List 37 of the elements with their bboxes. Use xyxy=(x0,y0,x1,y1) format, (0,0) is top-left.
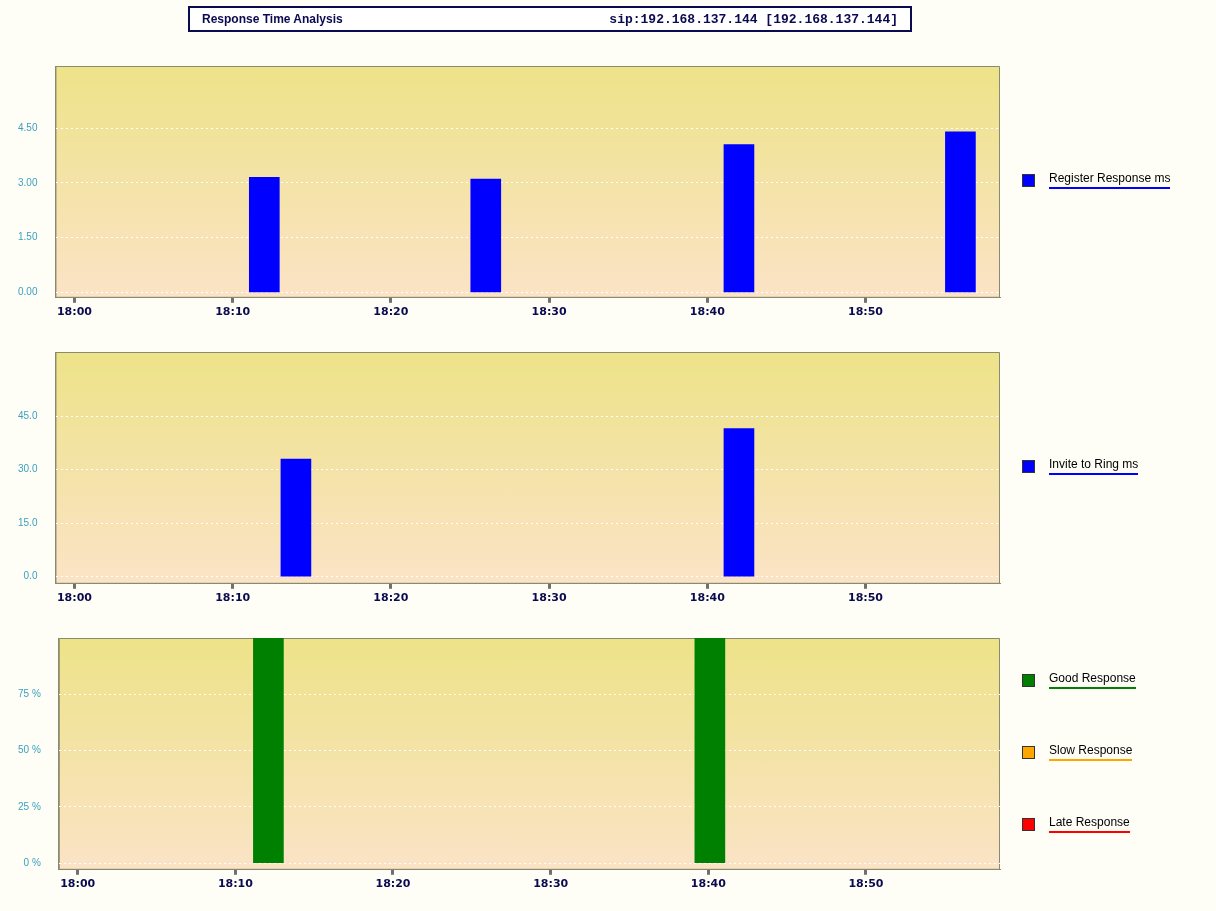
y-tick-label: 30.0 xyxy=(17,463,38,475)
text: Invite to Ring ms xyxy=(1049,457,1139,475)
y-tick-label: 0.0 xyxy=(23,570,38,582)
chart-subtitle: sip:192.168.137.144 [192.168.137.144] xyxy=(609,11,898,27)
y-tick-label: 15.0 xyxy=(17,516,38,528)
x-tick-label: 18:30 xyxy=(531,305,567,319)
x-tick-label: 18:50 xyxy=(848,877,884,891)
y-tick-label: 0 % xyxy=(23,856,41,868)
x-tick-label: 18:10 xyxy=(215,591,251,605)
y-tick-label: 0.00 xyxy=(17,286,38,298)
legend-label: Slow Response xyxy=(1049,743,1133,761)
x-tick-label: 18:40 xyxy=(690,877,727,891)
x-tick-label: 18:10 xyxy=(215,305,251,319)
x-tick-label: 18:00 xyxy=(56,591,93,605)
x-tick-label: 18:50 xyxy=(847,591,884,605)
y-tick-label: 4.50 xyxy=(17,121,38,133)
text: Good Response xyxy=(1049,671,1136,689)
x-tick-label: 18:20 xyxy=(373,305,409,319)
y-tick-label: 1.50 xyxy=(17,231,38,243)
x-tick-label: 18:50 xyxy=(847,305,884,319)
chart-title: Response Time Analysis xyxy=(202,12,343,26)
x-tick-label: 18:30 xyxy=(531,591,567,605)
y-tick-label: 50 % xyxy=(18,744,41,756)
x-tick-label: 18:20 xyxy=(373,591,409,605)
x-tick-label: 18:20 xyxy=(375,877,411,891)
x-tick-label: 18:30 xyxy=(533,877,569,891)
x-tick-label: 18:00 xyxy=(60,877,96,891)
y-tick-label: 75 % xyxy=(18,688,41,700)
x-tick-label: 18:40 xyxy=(689,591,726,605)
text: Register Response ms xyxy=(1049,171,1171,189)
x-tick-label: 18:40 xyxy=(689,305,726,319)
x-tick-label: 18:00 xyxy=(56,305,93,319)
y-tick-label: 45.0 xyxy=(17,409,38,421)
legend-label: Late Response xyxy=(1049,815,1130,833)
y-tick-label: 3.00 xyxy=(17,176,38,188)
x-tick-label: 18:10 xyxy=(217,877,254,891)
y-tick-label: 25 % xyxy=(18,800,41,812)
